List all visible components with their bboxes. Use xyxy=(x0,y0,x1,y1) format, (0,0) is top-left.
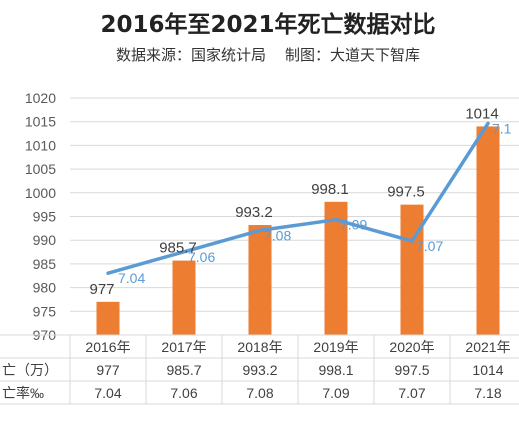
data-labels: 977 985.7 993.2 998.1 997.5 1014 7.04 7.06 7.08 7… xyxy=(89,105,511,297)
table-cell: 7.04 xyxy=(94,385,121,401)
rate-value-label: 7.1 xyxy=(492,120,512,136)
rate-value-label: 7.08 xyxy=(264,227,291,243)
y-tick-label: 985 xyxy=(33,256,57,272)
bar-series xyxy=(96,126,500,335)
table-row-label: 亡率‰ xyxy=(2,385,44,401)
table-cell: 7.06 xyxy=(170,385,197,401)
table-cell: 7.08 xyxy=(246,385,273,401)
y-tick-label: 980 xyxy=(33,280,57,296)
x-category-label: 2017年 xyxy=(161,339,206,355)
bar-value-label: 997.5 xyxy=(387,184,425,201)
table-cell: 977 xyxy=(96,362,120,378)
table-cell: 7.07 xyxy=(398,385,425,401)
gridlines xyxy=(70,97,519,336)
bar-5 xyxy=(476,126,500,335)
rate-line xyxy=(106,121,490,275)
bar-0 xyxy=(96,301,120,335)
bar-value-label: 977 xyxy=(89,281,114,298)
bar-4 xyxy=(400,204,424,335)
y-tick-label: 1000 xyxy=(25,185,56,201)
bar-3 xyxy=(324,201,348,335)
y-tick-label: 1005 xyxy=(25,161,56,177)
y-tick-label: 1020 xyxy=(25,90,56,106)
table-cell: 1014 xyxy=(472,362,503,378)
table-cell: 7.09 xyxy=(322,385,349,401)
bar-value-label: 1014 xyxy=(465,105,498,122)
table-cell: 985.7 xyxy=(166,362,201,378)
line-series xyxy=(106,121,490,275)
rate-value-label: 7.07 xyxy=(416,238,443,254)
x-category-label: 2016年 xyxy=(85,339,130,355)
y-tick-label: 1015 xyxy=(25,114,56,130)
chart-title: 2016年至2021年死亡数据对比 xyxy=(100,11,435,38)
rate-value-label: 7.04 xyxy=(118,270,145,286)
rate-value-label: 7.09 xyxy=(340,217,367,233)
y-tick-label: 995 xyxy=(33,209,57,225)
x-category-label: 2020年 xyxy=(389,339,434,355)
y-tick-label: 975 xyxy=(33,303,57,319)
bar-1 xyxy=(172,260,196,335)
table-cell: 997.5 xyxy=(394,362,429,378)
bar-2 xyxy=(248,225,272,335)
x-category-label: 2018年 xyxy=(237,339,282,355)
bar-value-label: 985.7 xyxy=(159,240,197,257)
x-category-label: 2021年 xyxy=(465,339,510,355)
y-tick-label: 1010 xyxy=(25,137,56,153)
bar-value-label: 993.2 xyxy=(235,204,273,221)
table-cell: 998.1 xyxy=(318,362,353,378)
bar-value-label: 998.1 xyxy=(311,181,349,198)
rate-value-label: 7.06 xyxy=(188,249,215,265)
y-tick-label: 990 xyxy=(33,232,57,248)
table-cell: 993.2 xyxy=(242,362,277,378)
table-cell: 7.18 xyxy=(474,385,501,401)
x-category-label: 2019年 xyxy=(313,339,358,355)
chart-subtitle: 数据来源：国家统计局 制图：大道天下智库 xyxy=(116,46,420,64)
table-row-label: 亡（万） xyxy=(2,362,58,378)
